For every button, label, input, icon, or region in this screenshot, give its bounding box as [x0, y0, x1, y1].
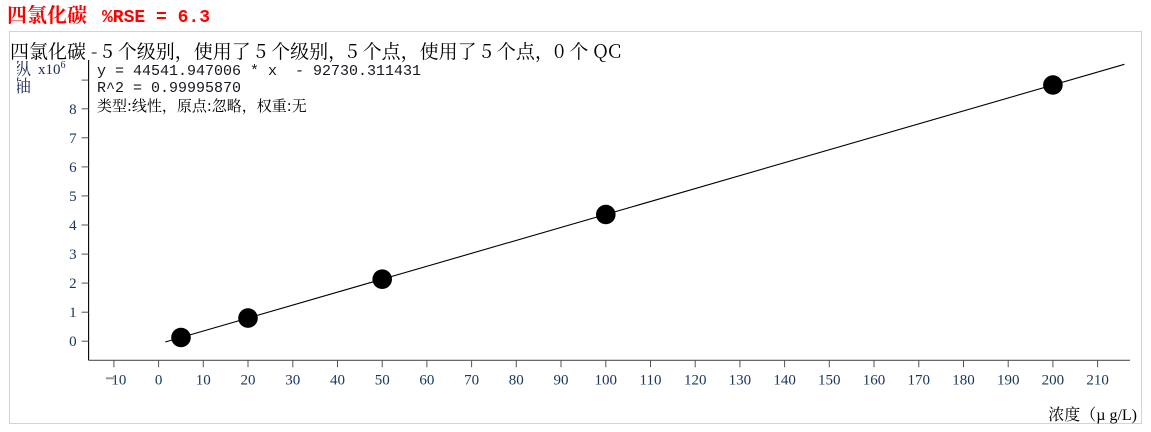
svg-text:120: 120 — [684, 372, 707, 388]
svg-text:7: 7 — [69, 131, 77, 147]
svg-text:170: 170 — [908, 372, 931, 388]
svg-text:10: 10 — [111, 372, 126, 388]
svg-text:6: 6 — [69, 160, 77, 176]
svg-text:210: 210 — [1086, 372, 1109, 388]
svg-text:180: 180 — [952, 372, 975, 388]
svg-text:4: 4 — [69, 218, 77, 234]
svg-text:5: 5 — [69, 189, 77, 205]
svg-text:1: 1 — [69, 305, 77, 321]
svg-text:110: 110 — [640, 372, 662, 388]
svg-text:30: 30 — [285, 372, 300, 388]
svg-text:10: 10 — [196, 372, 211, 388]
svg-text:8: 8 — [69, 102, 77, 118]
svg-text:60: 60 — [419, 372, 434, 388]
svg-text:200: 200 — [1042, 372, 1065, 388]
svg-text:140: 140 — [773, 372, 796, 388]
svg-text:190: 190 — [997, 372, 1020, 388]
svg-text:100: 100 — [595, 372, 618, 388]
svg-text:90: 90 — [554, 372, 569, 388]
svg-text:0: 0 — [69, 334, 77, 350]
svg-text:70: 70 — [464, 372, 479, 388]
svg-text:160: 160 — [863, 372, 886, 388]
svg-text:150: 150 — [818, 372, 841, 388]
svg-text:130: 130 — [729, 372, 752, 388]
svg-text:3: 3 — [69, 247, 77, 263]
svg-text:2: 2 — [69, 276, 77, 292]
svg-text:0: 0 — [155, 372, 163, 388]
svg-text:80: 80 — [509, 372, 524, 388]
svg-text:40: 40 — [330, 372, 345, 388]
svg-text:50: 50 — [375, 372, 390, 388]
svg-text:20: 20 — [241, 372, 256, 388]
